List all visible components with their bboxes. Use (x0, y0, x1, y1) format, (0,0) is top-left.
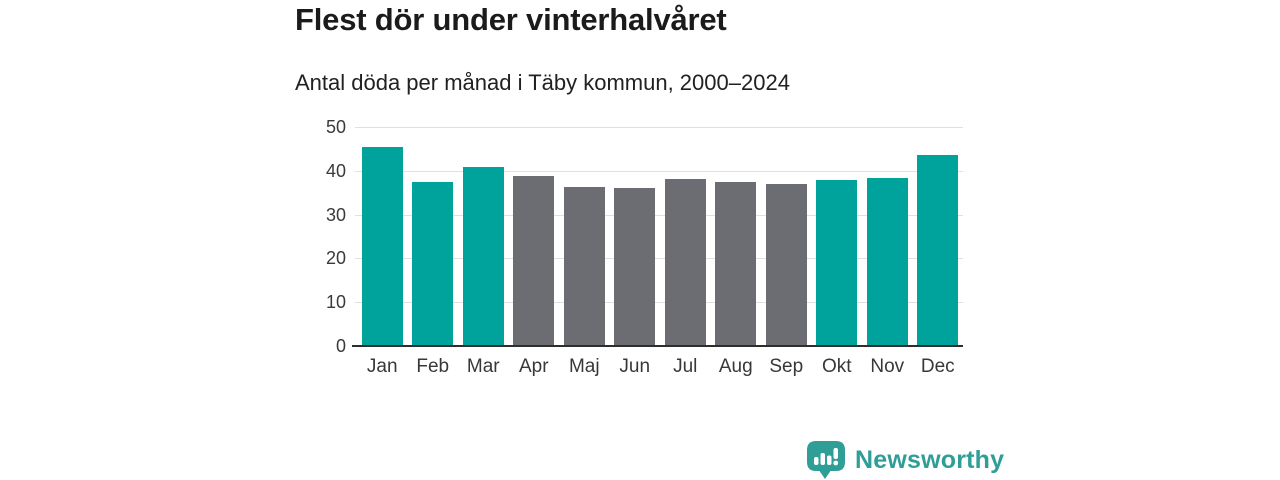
bar-band-nov (862, 127, 913, 346)
gridline (355, 170, 963, 172)
x-tick-label-okt: Okt (821, 356, 852, 377)
x-tick-label-dec: Dec (920, 356, 955, 377)
gridline (355, 214, 963, 216)
bar-feb (412, 182, 454, 346)
plot-area (352, 127, 963, 347)
bar-jul (664, 178, 706, 346)
x-tick-label-jan: Jan (366, 356, 398, 377)
bar-series (357, 127, 963, 346)
newsworthy-logo: Newsworthy (807, 441, 1004, 479)
bar-sep (765, 184, 807, 346)
bar-jun (614, 187, 656, 346)
bar-band-dec (913, 127, 964, 346)
bar-okt (816, 180, 858, 346)
bar-band-jul (660, 127, 711, 346)
x-tick-label-jun: Jun (619, 356, 651, 377)
chart-subtitle: Antal döda per månad i Täby kommun, 2000… (295, 70, 790, 95)
x-tick-label-apr: Apr (518, 356, 549, 377)
chart-title: Flest dör under vinterhalvåret (295, 2, 727, 37)
bar-dec (917, 155, 959, 346)
x-axis-labels: Jan Feb Mar Apr Maj Jun Jul Aug Sep Okt Nov Dec (357, 356, 963, 378)
bar-band-jun (610, 127, 661, 346)
bar-band-apr (509, 127, 560, 346)
y-tick-label: 30 (325, 204, 346, 225)
y-tick-label: 20 (325, 248, 346, 269)
bar-band-feb (408, 127, 459, 346)
bar-maj (563, 186, 605, 346)
x-tick-label-nov: Nov (870, 356, 905, 377)
x-tick-label-jul: Jul (673, 356, 698, 377)
x-tick-label-aug: Aug (718, 356, 753, 377)
bar-band-mar (458, 127, 509, 346)
bar-nov (866, 178, 908, 346)
bar-band-aug (711, 127, 762, 346)
y-tick-label: 10 (325, 292, 346, 313)
x-tick-label-maj: Maj (568, 356, 600, 377)
x-tick-label-mar: Mar (466, 356, 500, 377)
x-tick-label-feb: Feb (416, 356, 450, 377)
bar-band-okt (812, 127, 863, 346)
x-axis-line (352, 345, 963, 347)
y-tick-label: 0 (335, 336, 346, 356)
newsworthy-wordmark: Newsworthy (855, 445, 1005, 474)
bar-apr (513, 175, 555, 346)
bar-mar (462, 166, 504, 346)
gridline (355, 258, 963, 260)
bar-jan (361, 147, 403, 346)
y-axis: 0 10 20 30 40 50 (300, 117, 346, 356)
y-tick-label: 50 (325, 117, 346, 137)
bar-band-maj (559, 127, 610, 346)
bar-aug (715, 181, 757, 346)
x-tick-label-sep: Sep (769, 356, 804, 377)
y-tick-label: 40 (325, 160, 346, 181)
gridline (355, 302, 963, 304)
gridline (355, 127, 963, 128)
bar-band-jan (357, 127, 408, 346)
newsworthy-icon (807, 441, 845, 479)
bar-band-sep (761, 127, 812, 346)
